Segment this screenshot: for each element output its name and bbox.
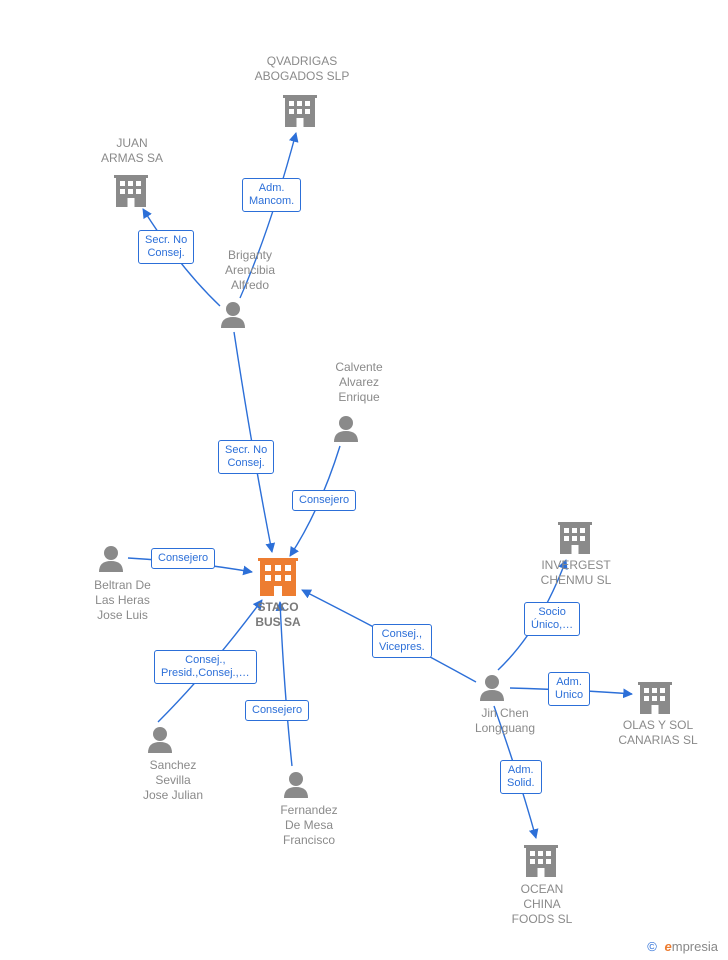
person-icon[interactable] xyxy=(334,416,358,442)
node-label-fernandez[interactable]: Fernandez De Mesa Francisco xyxy=(264,803,354,848)
person-icon[interactable] xyxy=(284,772,308,798)
node-label-ocean[interactable]: OCEAN CHINA FOODS SL xyxy=(502,882,582,927)
edge-label-jinchen-invergest[interactable]: Socio Único,… xyxy=(524,602,580,636)
node-label-calvente[interactable]: Calvente Alvarez Enrique xyxy=(324,360,394,405)
node-label-briganty[interactable]: Briganty Arencibia Alfredo xyxy=(210,248,290,293)
building-icon[interactable] xyxy=(638,682,672,714)
brand-rest: mpresia xyxy=(672,939,718,954)
person-icon[interactable] xyxy=(221,302,245,328)
building-icon[interactable] xyxy=(283,95,317,127)
person-icon[interactable] xyxy=(99,546,123,572)
node-label-invergest[interactable]: INVERGEST CHENMU SL xyxy=(530,558,622,588)
person-icon[interactable] xyxy=(480,675,504,701)
diagram-canvas: STACO BUS SA JUAN ARMAS SA QVADRIGAS ABO… xyxy=(0,0,728,960)
node-label-beltran[interactable]: Beltran De Las Heras Jose Luis xyxy=(80,578,165,623)
edge-label-sanchez-staco[interactable]: Consej., Presid.,Consej.,… xyxy=(154,650,257,684)
edge-label-fernandez-staco[interactable]: Consejero xyxy=(245,700,309,721)
building-icon[interactable] xyxy=(558,522,592,554)
building-icon[interactable] xyxy=(258,558,298,596)
building-icon[interactable] xyxy=(114,175,148,207)
node-label-staco[interactable]: STACO BUS SA xyxy=(248,600,308,630)
building-icon[interactable] xyxy=(524,845,558,877)
copyright-symbol: © xyxy=(647,939,657,954)
edge-label-jinchen-staco[interactable]: Consej., Vicepres. xyxy=(372,624,432,658)
edge-label-jinchen-olasysol[interactable]: Adm. Unico xyxy=(548,672,590,706)
node-label-jinchen[interactable]: Jin Chen Longguang xyxy=(460,706,550,736)
person-icon[interactable] xyxy=(148,727,172,753)
node-label-sanchez[interactable]: Sanchez Sevilla Jose Julian xyxy=(128,758,218,803)
edge-label-beltran-staco[interactable]: Consejero xyxy=(151,548,215,569)
brand-initial: e xyxy=(665,939,672,954)
node-label-olasysol[interactable]: OLAS Y SOL CANARIAS SL xyxy=(608,718,708,748)
footer-branding: © empresia xyxy=(647,939,718,954)
edge-label-briganty-qvadrigas[interactable]: Adm. Mancom. xyxy=(242,178,301,212)
node-label-qvadrigas[interactable]: QVADRIGAS ABOGADOS SLP xyxy=(247,54,357,84)
edge-label-briganty-staco[interactable]: Secr. No Consej. xyxy=(218,440,274,474)
edge-label-briganty-juanarmas[interactable]: Secr. No Consej. xyxy=(138,230,194,264)
edge-label-jinchen-ocean[interactable]: Adm. Solid. xyxy=(500,760,542,794)
node-label-juan-armas[interactable]: JUAN ARMAS SA xyxy=(92,136,172,166)
edge-label-calvente-staco[interactable]: Consejero xyxy=(292,490,356,511)
